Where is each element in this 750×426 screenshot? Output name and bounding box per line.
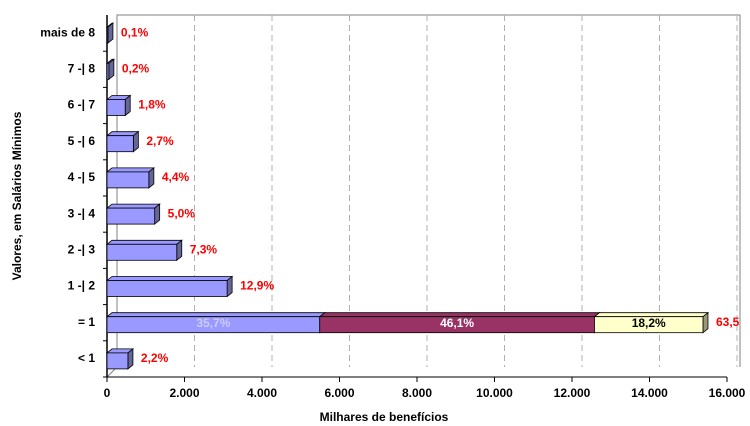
bar-front (106, 243, 178, 261)
y-tick-label: 5 -| 6 (68, 134, 96, 148)
y-axis-title: Valores, em Salários Mínimos (10, 111, 24, 280)
value-label: 2,2% (141, 351, 169, 365)
x-tick-label: 6.000 (324, 386, 354, 400)
bar-side (124, 94, 131, 117)
value-label: 4,4% (162, 170, 190, 184)
value-label: 63,5 (716, 315, 740, 329)
x-tick-label: 2.000 (169, 386, 199, 400)
bar (105, 203, 161, 225)
x-tick-label: 4.000 (247, 386, 277, 400)
x-tick-label: 0 (104, 386, 111, 400)
value-label: 2,7% (146, 134, 174, 148)
bar (105, 275, 234, 298)
y-tick-label: 6 -| 7 (68, 98, 96, 112)
x-tick-label: 10.000 (476, 386, 513, 400)
bar-front (106, 171, 150, 189)
bar-side (226, 275, 233, 298)
y-tick-label: < 1 (78, 351, 95, 365)
bar (105, 22, 115, 44)
bar-side (108, 58, 115, 81)
bar-front (106, 99, 126, 116)
bar-top (105, 276, 234, 281)
bar (105, 239, 183, 262)
bar-front (106, 135, 134, 153)
value-label: 12,9% (240, 279, 274, 293)
bar (105, 167, 155, 189)
bar-side (127, 348, 134, 370)
bar-top (105, 167, 155, 173)
value-label: 7,3% (190, 242, 218, 256)
bar (105, 348, 135, 370)
bar-front (106, 207, 156, 225)
bar (105, 130, 140, 153)
segment-label: 35,7% (196, 316, 230, 330)
segment-label: 18,2% (632, 316, 666, 330)
bar-front (106, 62, 110, 80)
x-tick-label: 12.000 (554, 386, 591, 400)
bar-front (106, 280, 228, 297)
value-label: 0,1% (121, 25, 149, 39)
bar-front (106, 352, 129, 370)
value-label: 5,0% (168, 206, 196, 220)
segment-label: 46,1% (440, 316, 474, 330)
y-tick-label: mais de 8 (40, 25, 95, 39)
bar-side (148, 167, 155, 189)
bar-side (154, 203, 161, 225)
bar-top (105, 239, 183, 245)
bar-front (106, 26, 109, 44)
y-tick-label: 4 -| 5 (68, 170, 96, 184)
bar (105, 58, 116, 81)
bar (593, 311, 710, 334)
x-axis-title: Milhares de benefícios (320, 410, 449, 424)
bar-side (132, 130, 139, 153)
bar-side (702, 311, 709, 334)
plot-frame (116, 14, 741, 367)
value-label: 0,2% (122, 61, 150, 75)
y-tick-label: = 1 (78, 315, 95, 329)
y-tick-label: 3 -| 4 (68, 206, 96, 220)
x-tick-label: 16.000 (709, 386, 746, 400)
y-tick-label: 1 -| 2 (68, 279, 96, 293)
bar-top (105, 203, 161, 209)
value-label: 1,8% (138, 98, 166, 112)
bar (105, 94, 132, 117)
x-tick-label: 8.000 (402, 386, 432, 400)
bar-front (594, 316, 704, 334)
bar-side (107, 22, 114, 44)
bar-side (176, 239, 183, 262)
y-tick-label: 7 -| 8 (68, 61, 96, 75)
x-tick-label: 14.000 (631, 386, 668, 400)
y-tick-label: 2 -| 3 (68, 242, 96, 256)
